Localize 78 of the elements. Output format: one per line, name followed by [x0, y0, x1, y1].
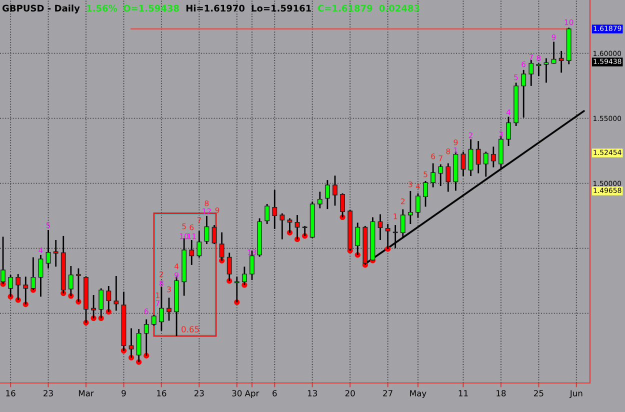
- candlestick: [204, 215, 210, 245]
- candlestick: [219, 232, 224, 262]
- candlestick: [476, 140, 481, 174]
- x-tick-label: 20: [345, 390, 355, 396]
- candlestick: [189, 239, 194, 266]
- candlestick: [446, 162, 451, 192]
- annotation: Hi=1.61970: [186, 4, 245, 12]
- annotation: C=1.61879: [318, 4, 372, 12]
- candlestick: [302, 225, 308, 237]
- candlestick: [46, 229, 51, 270]
- candlestick: [483, 151, 488, 178]
- candlestick: [294, 214, 300, 240]
- candlestick: [558, 50, 564, 74]
- x-tick-label: May: [410, 390, 426, 398]
- candlestick: [136, 328, 142, 363]
- chart-title: GBPUSD - Daily: [2, 4, 80, 14]
- candlestick: [23, 276, 28, 306]
- x-tick-label: 6: [272, 390, 277, 396]
- candlestick: [400, 208, 406, 238]
- candlestick: [144, 318, 149, 356]
- candlestick: [490, 146, 496, 168]
- candlestick: [408, 190, 413, 225]
- annotation: 0.65: [182, 326, 199, 332]
- candlestick: [242, 266, 247, 286]
- annotation: Lo=1.59161: [252, 4, 312, 12]
- x-tick-label: Mar: [78, 390, 94, 396]
- candlestick: [0, 236, 6, 285]
- x-tick-label: 23: [44, 390, 53, 396]
- candlestick: [38, 254, 44, 298]
- candlestick: [226, 252, 232, 282]
- candlestick: [114, 275, 119, 312]
- candlestick: [385, 223, 390, 250]
- candlestick: [166, 297, 172, 322]
- candlestick: [438, 164, 444, 187]
- x-tick-label: 30: [232, 390, 242, 396]
- candlestick: [460, 151, 466, 177]
- candlestick: [317, 191, 322, 209]
- candlestick: [196, 230, 202, 258]
- x-tick-label: 18: [496, 390, 506, 396]
- candlestick: [392, 224, 398, 250]
- candlestick: [272, 189, 278, 230]
- candlestick: [521, 69, 526, 118]
- candlestick: [287, 218, 292, 234]
- x-tick-label: 13: [308, 390, 317, 396]
- candlestick: [430, 162, 436, 188]
- x-tick-label: 25: [534, 390, 544, 396]
- annotation: O=1.59438: [124, 4, 179, 12]
- candlestick: [416, 192, 420, 218]
- candlestick: [468, 138, 474, 177]
- candlestick: [128, 328, 134, 358]
- candlestick: [158, 286, 164, 332]
- candlestick: [536, 62, 542, 77]
- candlestick: [16, 273, 21, 301]
- x-tick-label: Jun: [569, 390, 582, 398]
- candlestick: [324, 179, 330, 210]
- annotation: 0.02483: [379, 4, 420, 12]
- candlestick: [264, 203, 270, 225]
- x-tick-label: Apr: [244, 390, 260, 398]
- candlestick: [423, 180, 428, 208]
- candlestick: [53, 239, 58, 268]
- candlestick: [30, 256, 36, 291]
- x-tick-label: 16: [157, 390, 166, 396]
- candlestick: [332, 174, 338, 206]
- candlestick: [378, 214, 383, 241]
- x-tick-label: 9: [122, 390, 126, 396]
- annotation: 1.56%: [87, 4, 118, 12]
- candlestick: [212, 224, 217, 245]
- x-tick-label: 23: [194, 390, 204, 396]
- candlestick: [68, 265, 74, 297]
- x-tick-label: 11: [458, 390, 468, 396]
- candlestick: [8, 274, 14, 298]
- candlestick: [151, 314, 156, 326]
- candlestick: [355, 222, 360, 256]
- candlestick: [280, 212, 285, 240]
- x-tick-label: 16: [6, 390, 16, 396]
- candlestick: [506, 116, 511, 147]
- x-tick-label: 27: [383, 390, 392, 396]
- candlestick: [528, 59, 534, 87]
